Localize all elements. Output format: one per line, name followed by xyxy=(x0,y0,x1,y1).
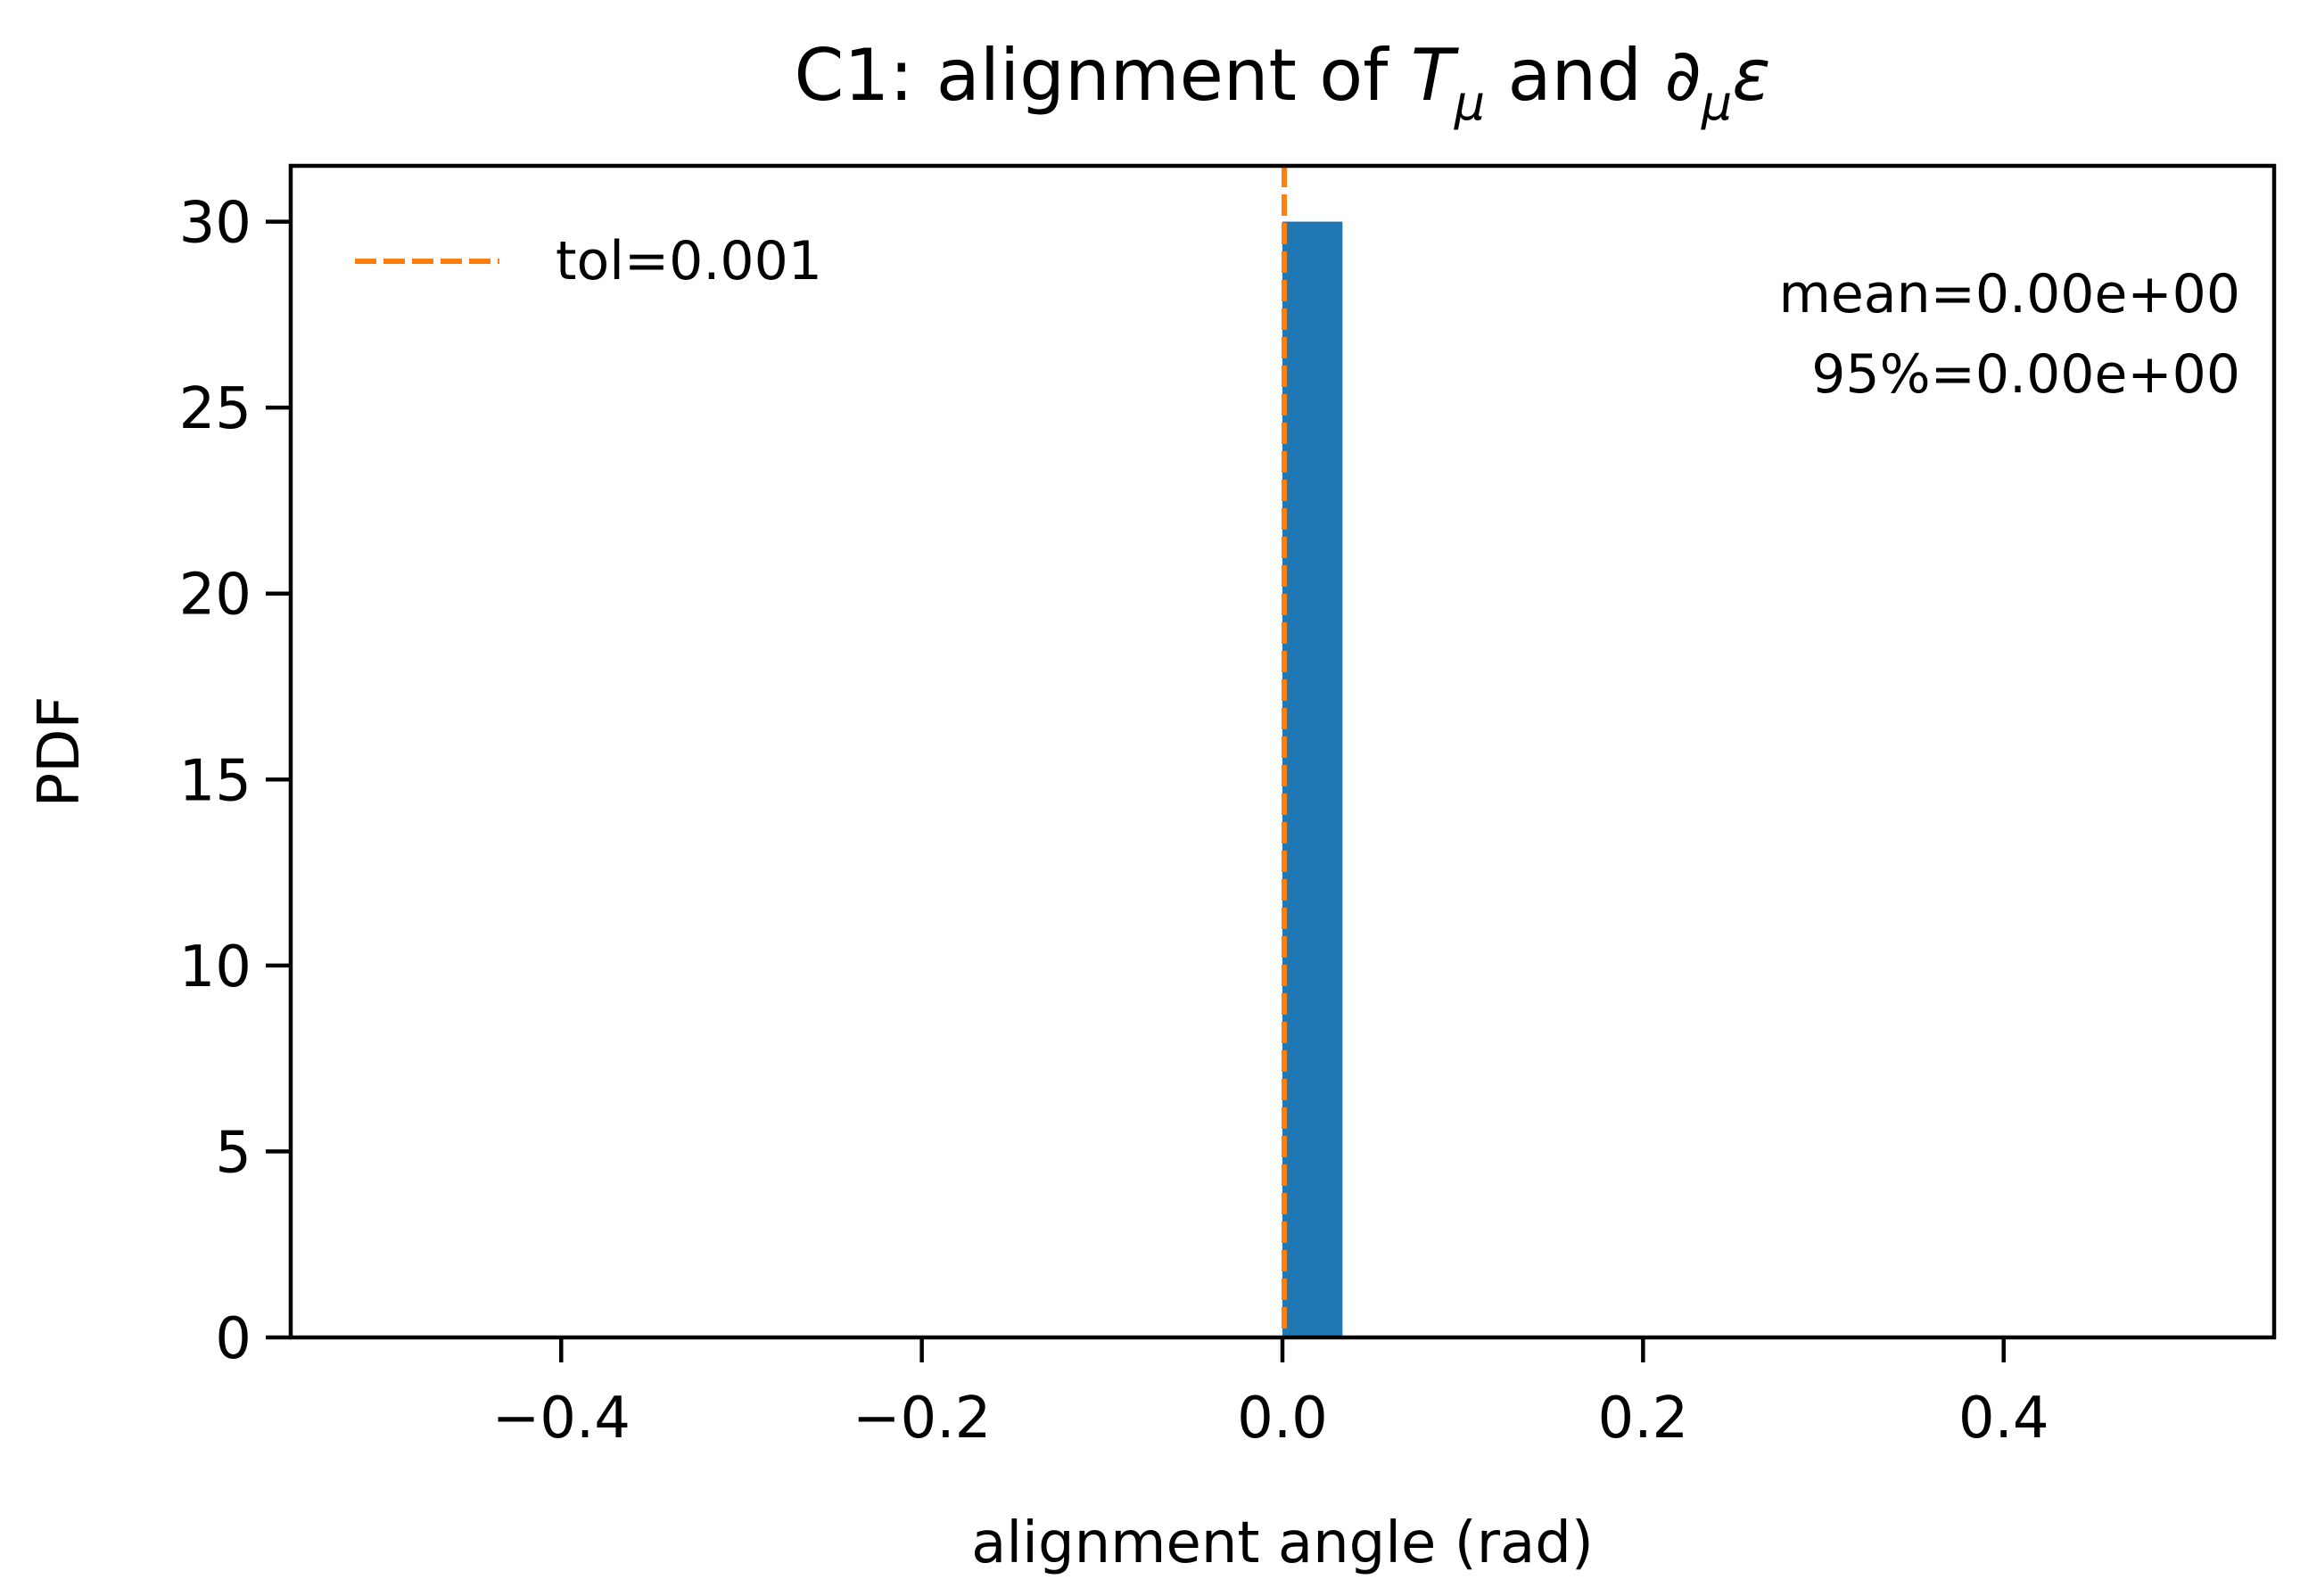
stats-annotation: mean=0.00e+00 95%=0.00e+00 xyxy=(1778,263,2240,406)
x-tick-label: −0.2 xyxy=(853,1386,991,1452)
y-tick-label: 10 xyxy=(179,934,251,1000)
x-tick-label: 0.0 xyxy=(1237,1386,1328,1452)
percentile-annotation: 95%=0.00e+00 xyxy=(1811,343,2240,406)
y-tick-label: 15 xyxy=(179,748,251,814)
x-tick-label: −0.4 xyxy=(492,1386,631,1452)
y-tick-label: 20 xyxy=(179,563,251,629)
plot-area xyxy=(1282,166,1343,1338)
y-tick-label: 5 xyxy=(215,1120,251,1186)
legend-label: tol=0.001 xyxy=(556,230,822,292)
y-axis-ticks: 0 5 10 15 20 25 30 xyxy=(179,191,291,1372)
x-axis-ticks: −0.4 −0.2 0.0 0.2 0.4 xyxy=(492,1337,2049,1452)
mean-annotation: mean=0.00e+00 xyxy=(1778,263,2240,325)
legend: tol=0.001 xyxy=(355,230,822,292)
x-tick-label: 0.4 xyxy=(1958,1386,2049,1452)
histogram-bar xyxy=(1282,221,1343,1338)
x-tick-label: 0.2 xyxy=(1597,1386,1688,1452)
y-axis-label: PDF xyxy=(27,696,93,808)
y-tick-label: 25 xyxy=(179,376,251,442)
x-axis-label: alignment angle (rad) xyxy=(971,1510,1594,1576)
chart-title: C1: alignment of Tμ and ∂με xyxy=(795,34,1771,131)
y-tick-label: 30 xyxy=(179,191,251,257)
y-tick-label: 0 xyxy=(215,1306,251,1372)
